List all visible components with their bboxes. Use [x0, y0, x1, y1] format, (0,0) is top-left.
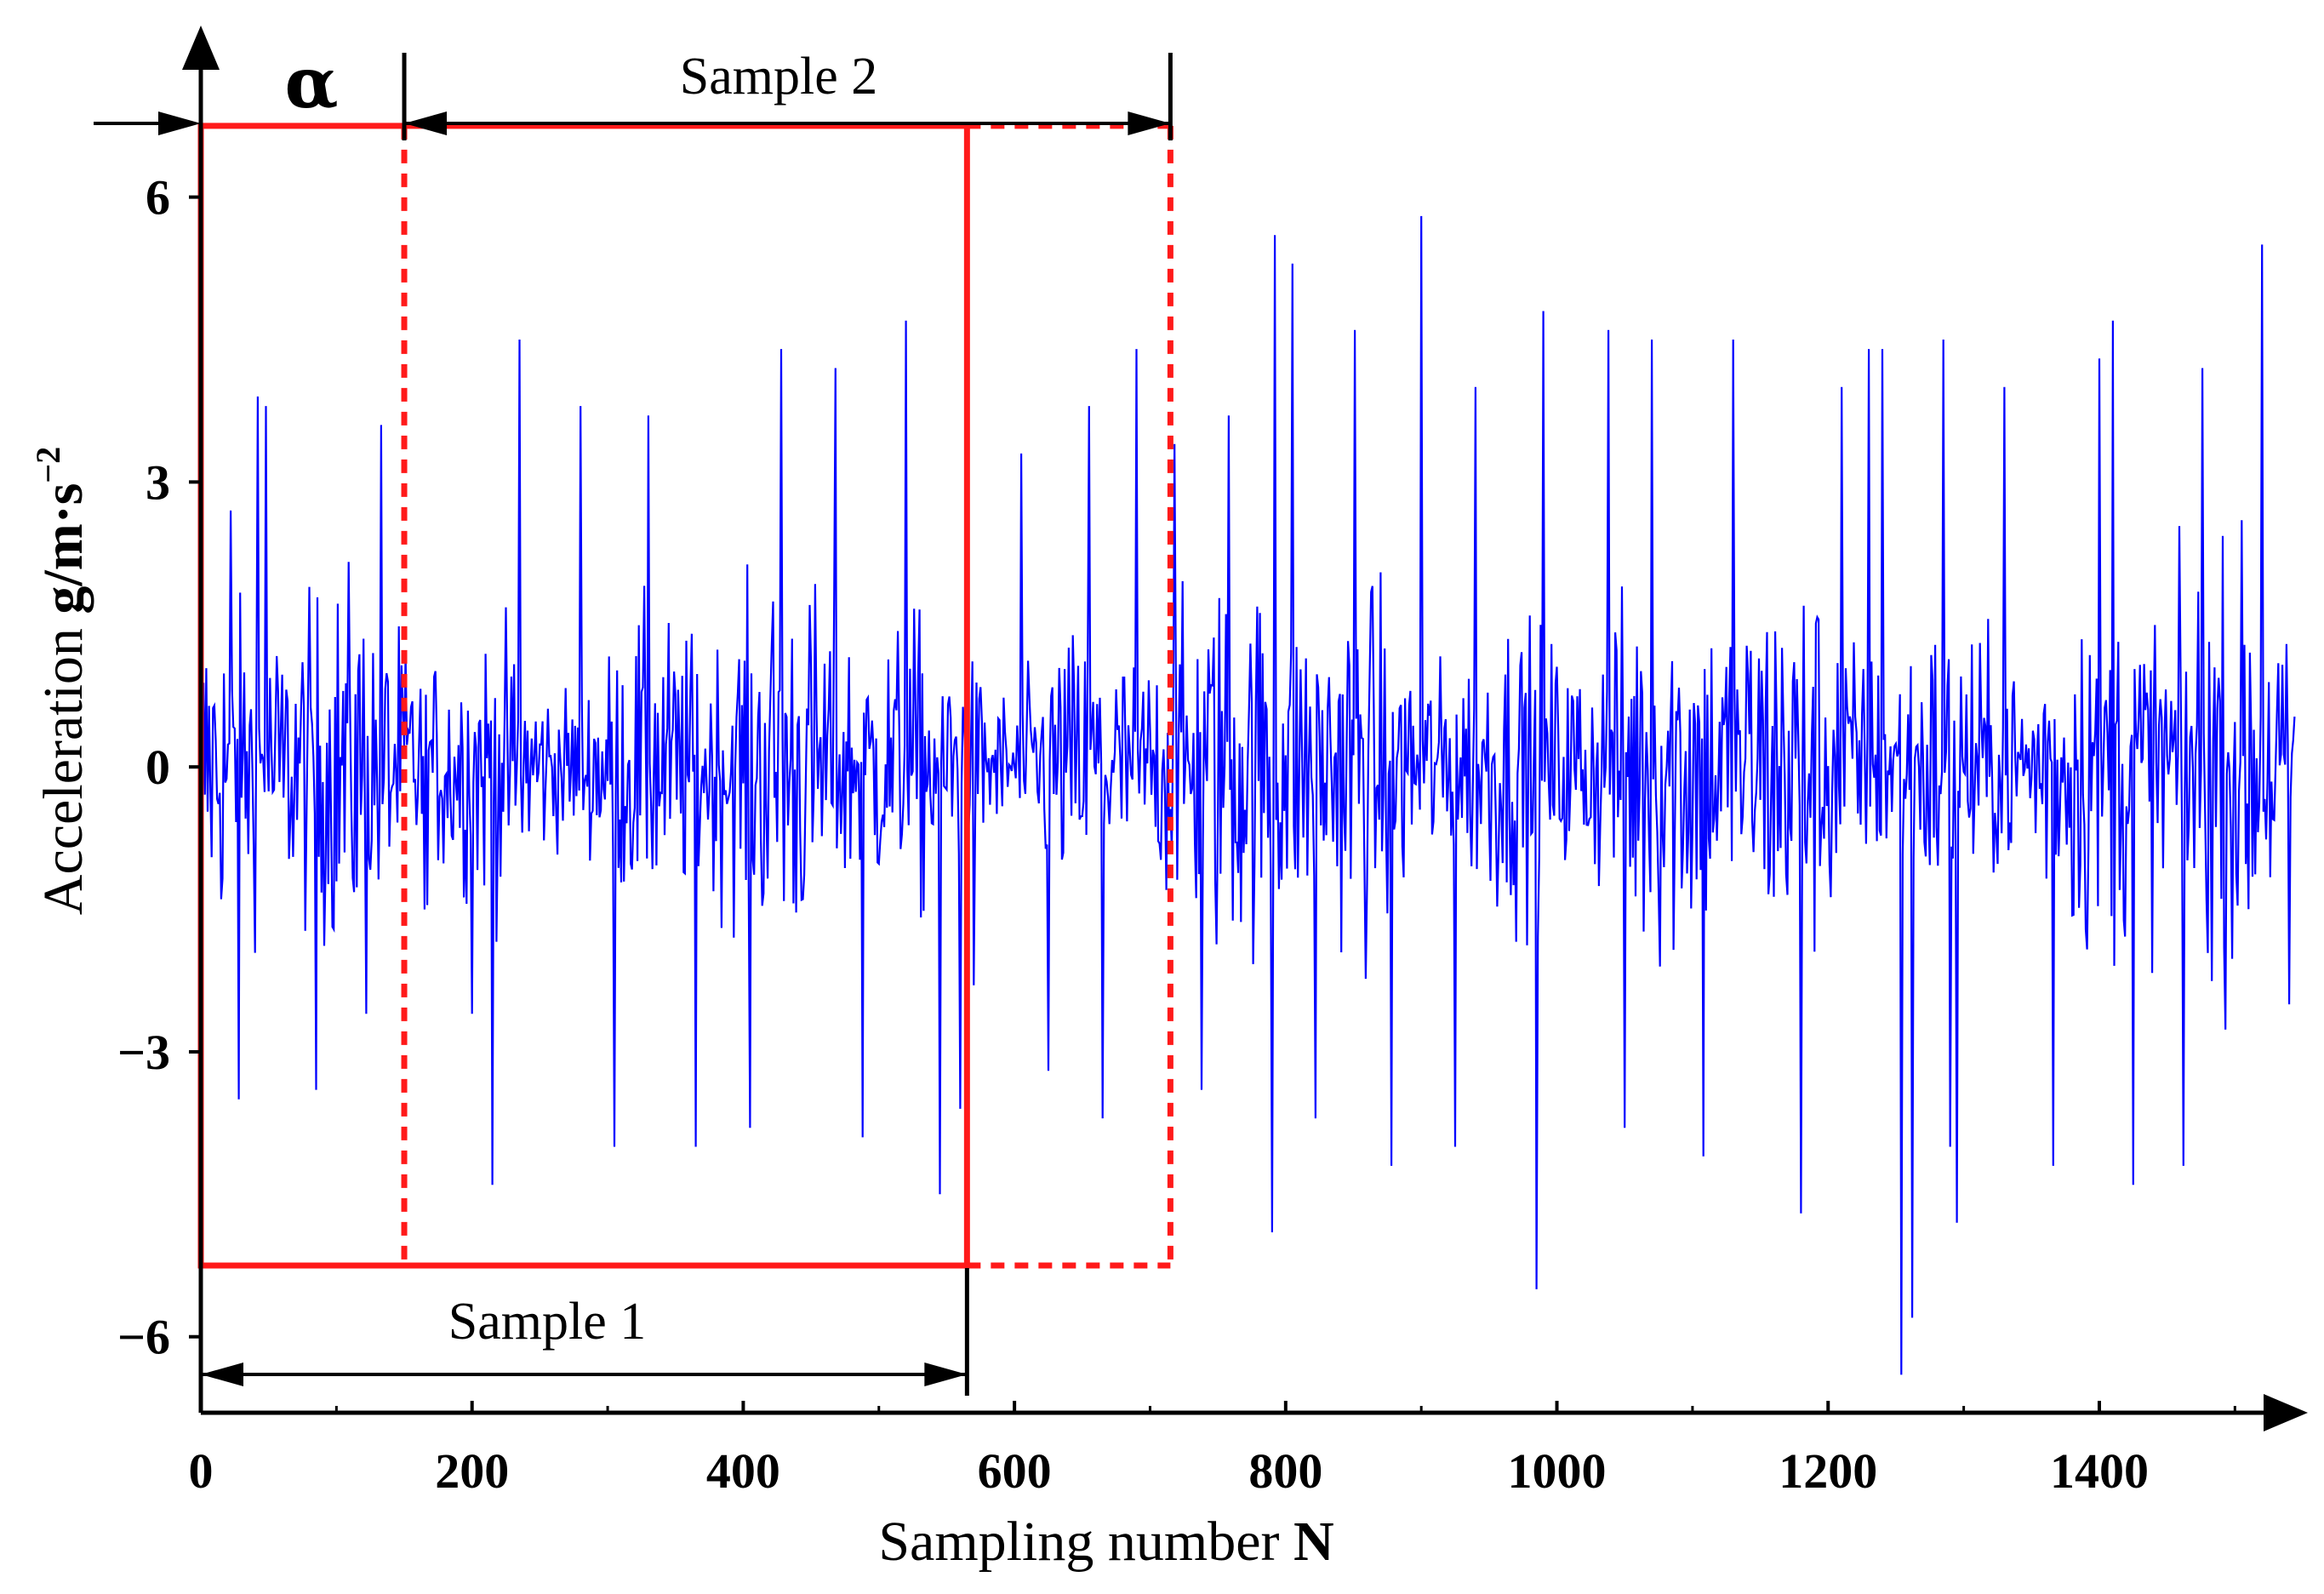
y-tick-label: −6 — [117, 1310, 170, 1365]
x-axis-variable: N — [1293, 1511, 1334, 1573]
alpha-lead-arrowhead — [158, 111, 201, 135]
y-tick-label: −3 — [117, 1025, 170, 1080]
tick-labels: 0 200 400 600 800 1000 1200 1400 −6 −3 0 3 6 — [117, 170, 2149, 1499]
x-tick-label: 200 — [435, 1443, 509, 1499]
y-tick-label: 6 — [146, 170, 170, 226]
x-tick-label: 400 — [706, 1443, 780, 1499]
x-tick-label: 1200 — [1779, 1443, 1877, 1499]
alpha-offset-label: α — [284, 43, 338, 124]
sample-2-span-arrow-right — [1128, 111, 1171, 135]
x-axis-arrowhead — [2264, 1394, 2308, 1431]
sample-1-span-arrow-left — [201, 1363, 243, 1386]
y-axis-unit: g/m·s — [32, 483, 94, 614]
y-tick-label: 3 — [146, 454, 170, 510]
sample-1-window — [197, 123, 970, 1269]
x-tick-label: 1000 — [1508, 1443, 1607, 1499]
x-axis-title: Sampling number N — [878, 1511, 1333, 1573]
sample-1-span-arrow-right — [924, 1363, 968, 1386]
sample-2-label: Sample 2 — [680, 48, 877, 106]
axes — [94, 26, 2308, 1431]
x-tick-label: 0 — [189, 1443, 214, 1499]
y-axis-arrowhead — [182, 26, 220, 70]
x-tick-label: 600 — [978, 1443, 1052, 1499]
signal-line — [201, 215, 2296, 1375]
x-tick-label: 800 — [1248, 1443, 1322, 1499]
y-axis-title: Acceleration g/m·s−2 — [29, 447, 94, 915]
sample-2-span-arrow-left — [404, 111, 448, 135]
x-tick-label: 1400 — [2050, 1443, 2149, 1499]
y-axis-unit-exponent: −2 — [29, 447, 67, 483]
signal-series — [201, 215, 2296, 1375]
y-tick-label: 0 — [146, 740, 170, 795]
sample-1-label: Sample 1 — [448, 1293, 646, 1351]
